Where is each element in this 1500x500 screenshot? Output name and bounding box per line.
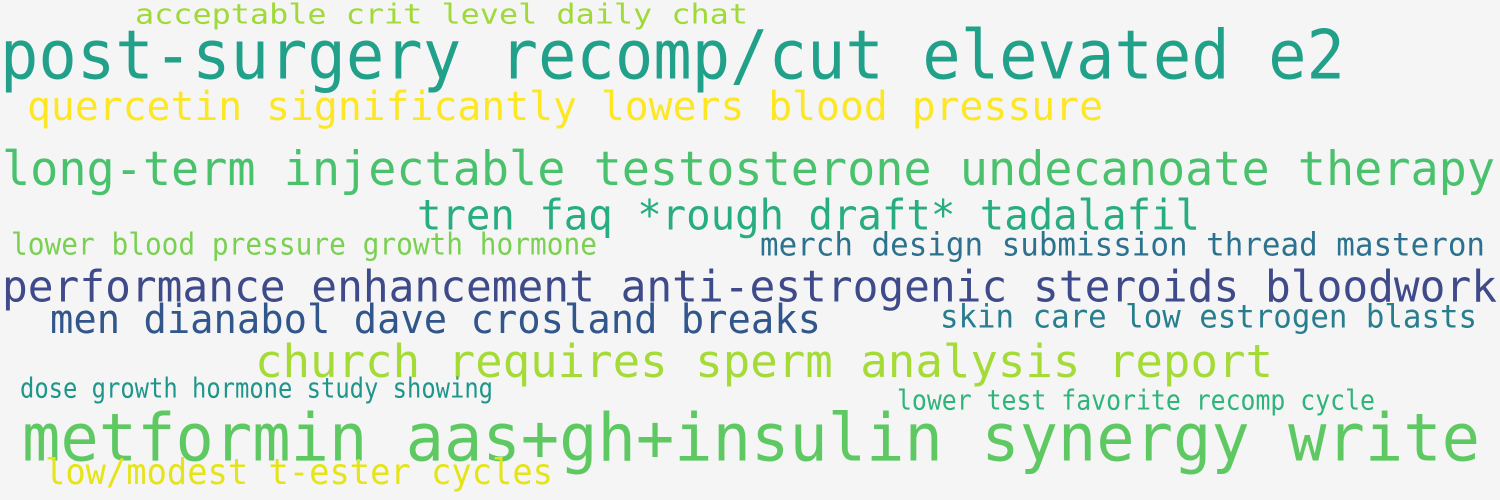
- phrase-men-dianabol: men dianabol dave crosland breaks: [50, 297, 821, 344]
- phrase-lower-blood-pressure-gh: lower blood pressure growth hormone: [11, 227, 597, 263]
- phrase-metformin-synergy: metformin aas+gh+insulin synergy write: [22, 400, 1481, 478]
- phrase-quercetin-blood-pressure: quercetin significantly lowers blood pre…: [27, 84, 1103, 131]
- phrase-merch-design-thread: merch design submission thread masteron: [760, 225, 1485, 264]
- phrase-low-modest-t-ester: low/modest t-ester cycles: [45, 450, 553, 493]
- phrase-tren-faq: tren faq *rough draft* tadalafil: [417, 190, 1200, 240]
- phrase-lower-test-recomp: lower test favorite recomp cycle: [897, 383, 1375, 416]
- phrase-testosterone-undecanoate: long-term injectable testosterone undeca…: [2, 141, 1495, 197]
- phrase-post-surgery-recomp: post-surgery recomp/cut elevated e2: [0, 16, 1346, 96]
- phrase-skin-care-estrogen: skin care low estrogen blasts: [940, 297, 1477, 336]
- phrase-acceptable-crit-level: acceptable crit level daily chat: [135, 0, 748, 30]
- phrase-dose-growth-hormone: dose growth hormone study showing: [20, 371, 493, 404]
- phrase-performance-enhancement: performance enhancement anti-estrogenic …: [2, 261, 1497, 313]
- phrase-church-sperm-analysis: church requires sperm analysis report: [255, 334, 1273, 388]
